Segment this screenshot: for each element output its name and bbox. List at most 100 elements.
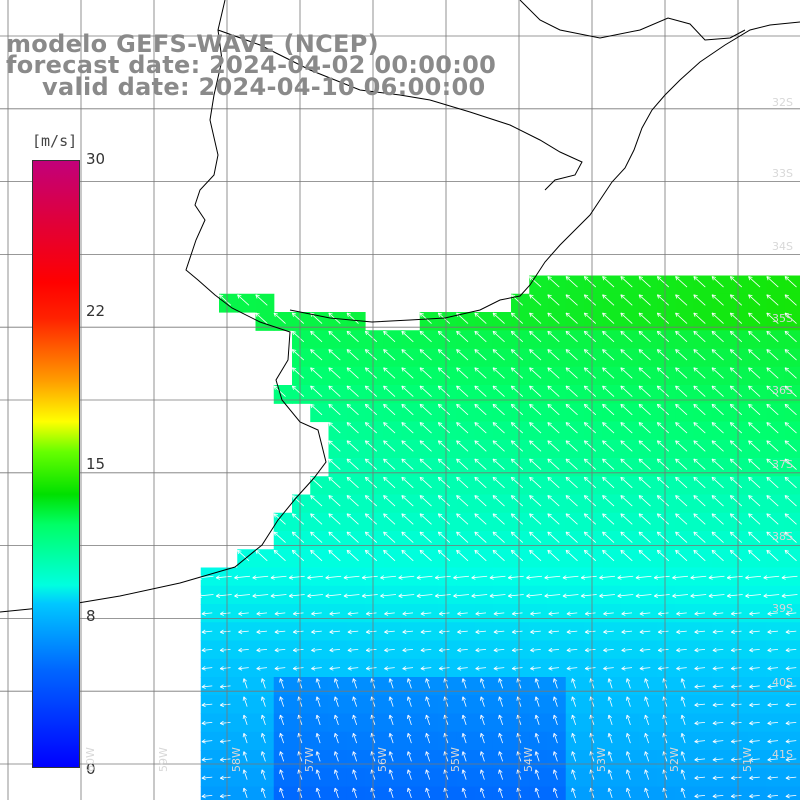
wind-arrow [693,549,706,562]
wind-arrow-head [530,629,534,633]
wind-arrow [220,703,231,706]
wind-arrow-head [712,611,717,615]
wind-arrow [292,312,305,324]
wind-arrow-head [767,647,772,651]
wind-arrow-head [219,611,224,615]
wind-arrow [438,349,451,361]
wind-arrow [492,495,505,507]
wind-arrow-head [238,666,242,670]
wind-arrow-head [784,403,790,406]
wind-arrow [657,513,670,525]
wind-arrow-head [328,422,333,424]
wind-arrow-head [784,531,787,536]
wind-arrow [316,696,321,707]
wind-arrow [425,787,431,799]
wind-arrow-head [237,549,242,552]
wind-arrow-head [584,403,589,406]
wind-arrow-head [438,367,443,370]
wind-arrow [256,630,268,633]
wind-arrow-head [694,631,699,635]
wind-arrow-head [565,385,568,390]
wind-arrow [694,703,706,706]
wind-arrow-head [712,741,717,744]
wind-arrow [316,714,321,726]
wind-arrow-head [401,476,406,479]
wind-arrow-head [763,593,768,597]
wind-arrow-head [711,294,717,297]
wind-arrow-head [548,613,553,616]
wind-arrow-head [365,629,370,633]
wind-arrow-head [625,696,628,701]
wind-arrow [474,312,487,324]
wind-arrow [675,385,688,397]
wind-arrow-head [694,668,699,671]
wind-arrow-head [730,349,735,351]
wind-arrow [584,367,597,379]
wind-arrow-head [311,647,315,651]
wind-arrow-head [693,276,698,278]
wind-arrow-head [279,714,281,720]
speed-cell [748,786,768,800]
wind-arrow-head [366,613,371,616]
wind-arrow-head [784,476,790,479]
wind-arrow-head [234,595,239,598]
wind-arrow-head [328,349,331,354]
wind-arrow-head [621,629,626,633]
wind-arrow [644,714,650,726]
wind-arrow-head [608,678,613,682]
wind-arrow-head [512,650,517,653]
wind-arrow-head [785,647,790,651]
wind-arrow [602,476,615,489]
wind-arrow [401,549,414,562]
wind-arrow [407,787,412,799]
wind-arrow-head [201,741,206,744]
lat-label: 37S [772,458,793,471]
wind-arrow-head [711,404,714,409]
wind-arrow [731,721,742,724]
wind-arrow-head [626,733,631,737]
wind-arrow [489,594,506,597]
forecast-date: forecast date: 2024-04-02 00:00:00 [6,51,497,79]
wind-arrow-head [766,331,769,336]
wind-arrow-head [712,775,717,779]
wind-arrow-head [274,647,279,651]
wind-arrow [530,648,541,651]
wind-arrow-head [471,595,476,598]
wind-arrow-head [781,575,786,579]
wind-arrow-head [238,613,243,616]
wind-arrow [474,531,487,543]
lon-label: 60W [84,747,97,772]
wind-arrow-head [729,513,732,518]
wind-arrow-head [534,733,537,738]
wind-arrow-head [547,440,552,443]
wind-arrow [511,330,524,343]
wind-arrow-head [498,751,500,756]
wind-arrow [493,612,505,615]
colorbar-tick-22: 22 [86,302,106,320]
wind-arrow-head [602,349,605,354]
wind-arrow-head [401,458,404,463]
wind-arrow-head [439,631,444,635]
wind-arrow-head [462,714,467,719]
wind-arrow [383,367,396,379]
wind-arrow-head [260,769,263,774]
wind-arrow-head [547,349,550,354]
wind-arrow [553,769,558,780]
wind-arrow-head [748,513,751,518]
wind-arrow-head [784,513,787,518]
wind-arrow-head [584,647,589,651]
wind-arrow [727,594,743,597]
wind-arrow-head [474,422,479,424]
wind-arrow-head [492,312,495,317]
wind-arrow [398,594,415,597]
wind-arrow [681,751,686,762]
wind-arrow [766,403,779,416]
wind-arrow-head [766,477,769,482]
wind-arrow-head [475,629,480,633]
wind-arrow-head [529,440,532,445]
wind-arrow-head [274,613,279,616]
wind-arrow-head [694,775,699,779]
wind-arrow-head [498,733,500,738]
wind-arrow-head [328,458,331,463]
wind-arrow-head [681,787,686,792]
